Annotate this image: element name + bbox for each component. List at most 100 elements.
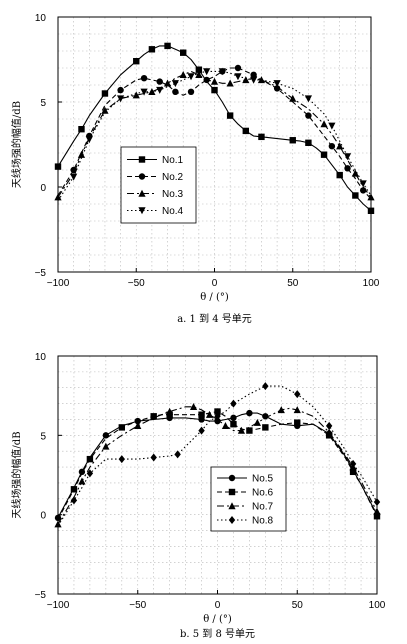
x-tick-label: 0 [212, 278, 218, 289]
series-no8 [57, 382, 381, 527]
data-point [164, 42, 171, 50]
legend: No.1 No.2 No.3 No.4 [120, 146, 197, 224]
legend-box [120, 146, 197, 224]
data-point [258, 133, 265, 141]
data-point [54, 520, 62, 528]
data-point [140, 88, 148, 96]
data-point [246, 427, 253, 434]
data-point [166, 407, 174, 415]
data-point [273, 80, 281, 88]
data-point [133, 58, 140, 65]
data-point [189, 402, 198, 410]
data-point [101, 106, 109, 114]
data-point [305, 139, 312, 146]
data-point [117, 95, 125, 103]
series-line [57, 67, 372, 200]
legend-marker [138, 156, 146, 163]
legend-marker [228, 516, 236, 524]
data-point [148, 46, 156, 53]
x-tick-label: 100 [363, 278, 380, 289]
y-tick-label: 5 [40, 431, 46, 442]
data-point [163, 79, 172, 87]
data-point [250, 71, 257, 79]
legend-box [210, 466, 287, 532]
data-point [70, 486, 78, 493]
data-point [234, 73, 242, 81]
data-point [78, 126, 85, 133]
y-tick-label: 10 [35, 352, 47, 363]
legend-label: No.2 [162, 172, 184, 183]
series-no4 [57, 68, 372, 201]
y-axis-label: 天线场强的幅值/dB [10, 101, 23, 188]
legend: No.5 No.6 No.7 No.8 [210, 466, 287, 532]
y-tick-label: 10 [35, 13, 47, 24]
x-tick-label: 50 [292, 600, 304, 611]
x-tick-label: 100 [369, 600, 386, 611]
legend-label: No.6 [252, 488, 274, 499]
data-point [132, 91, 140, 99]
data-point [77, 150, 86, 158]
data-point [78, 468, 86, 476]
x-tick-label: 0 [215, 600, 221, 611]
data-point [214, 412, 221, 421]
series-line [57, 412, 378, 519]
figure-caption: a. 1 到 4 号单元 [177, 313, 252, 325]
data-point [373, 507, 381, 515]
data-point [210, 77, 219, 85]
data-point [343, 153, 352, 161]
x-tick-label: 50 [287, 278, 299, 289]
data-point [242, 76, 250, 84]
data-point [85, 136, 93, 144]
x-axis-label: θ / (°) [203, 614, 232, 625]
data-point [336, 142, 344, 150]
data-point [273, 85, 281, 92]
data-point [118, 455, 125, 464]
data-point [289, 94, 297, 102]
x-axis-label: θ / (°) [200, 292, 229, 303]
data-point [226, 112, 234, 119]
data-point [230, 421, 237, 428]
legend-marker [138, 189, 146, 197]
legend-label: No.3 [162, 189, 184, 200]
data-point [234, 64, 242, 72]
y-tick-label: −5 [35, 590, 47, 601]
data-point [101, 90, 109, 97]
data-point [70, 173, 78, 181]
data-point [179, 71, 187, 78]
x-tick-label: −50 [128, 278, 145, 289]
data-point [218, 68, 226, 76]
data-point [294, 419, 301, 426]
legend-marker [138, 173, 146, 180]
data-point [328, 143, 336, 150]
data-point [195, 66, 203, 73]
data-point [230, 399, 237, 408]
data-point [78, 477, 86, 485]
data-point [203, 68, 211, 76]
series-line [57, 385, 378, 527]
x-tick-label: −100 [47, 600, 70, 611]
data-point [293, 406, 301, 414]
data-point [328, 122, 336, 130]
data-point [305, 112, 312, 119]
data-point [198, 426, 205, 435]
series-no7 [54, 402, 381, 528]
data-point [70, 496, 78, 505]
x-tick-label: −50 [129, 600, 146, 611]
legend-marker [228, 502, 236, 510]
series-no3 [54, 70, 375, 201]
data-point [246, 409, 253, 417]
data-point [214, 417, 221, 425]
data-point [349, 468, 357, 476]
data-point [242, 127, 249, 135]
data-point [174, 450, 181, 459]
data-point [86, 455, 94, 463]
data-point [262, 424, 269, 431]
data-point [102, 442, 110, 450]
data-point [304, 95, 312, 103]
legend-marker [228, 488, 236, 496]
y-tick-label: −5 [35, 268, 47, 279]
legend-label: No.8 [252, 516, 274, 527]
legend-label: No.4 [162, 206, 184, 217]
